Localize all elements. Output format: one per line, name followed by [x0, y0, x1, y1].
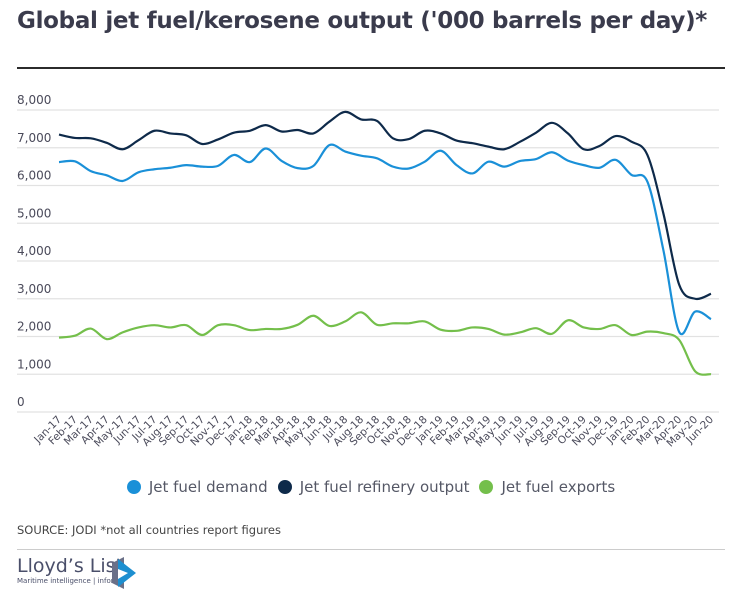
footer-divider — [17, 549, 725, 550]
x-axis-labels: Jan-17Feb-17Mar-17Apr-17May-17Jun-17Jul-… — [31, 414, 716, 450]
legend: Jet fuel demand Jet fuel refinery output… — [0, 478, 742, 496]
series-line-jet-fuel-exports — [58, 311, 712, 376]
legend-label: Jet fuel refinery output — [299, 478, 470, 496]
legend-dot-icon — [277, 480, 292, 494]
series-line-jet-fuel-demand — [58, 143, 712, 336]
legend-label: Jet fuel demand — [148, 478, 268, 496]
legend-dot-icon — [479, 480, 494, 494]
legend-item-demand: Jet fuel demand — [126, 478, 268, 496]
legend-item-refinery: Jet fuel refinery output — [277, 478, 470, 496]
y-tick-label: 4,000 — [17, 244, 51, 258]
y-tick-label: 5,000 — [17, 206, 51, 220]
gridlines — [17, 109, 719, 413]
series-line-jet-fuel-refinery-output — [58, 110, 712, 301]
logo-tagline: Maritime intelligence | informa — [17, 577, 125, 585]
y-axis-labels: 0 1,000 2,000 3,000 4,000 5,000 6,000 7,000 8,00… — [17, 93, 51, 409]
legend-dot-icon — [126, 480, 141, 494]
y-tick-label: 6,000 — [17, 169, 51, 183]
legend-item-exports: Jet fuel exports — [479, 478, 615, 496]
y-tick-label: 0 — [17, 395, 25, 409]
logo-mark-icon — [112, 557, 136, 589]
chart-title: Global jet fuel/kerosene output ('000 ba… — [17, 8, 708, 34]
y-tick-label: 1,000 — [17, 357, 51, 371]
y-tick-label: 8,000 — [17, 93, 51, 107]
lloyds-list-logo: Lloyd’s List Maritime intelligence | inf… — [17, 555, 136, 589]
title-divider — [17, 67, 725, 69]
y-tick-label: 2,000 — [17, 320, 51, 334]
logo-name: Lloyd’s List — [17, 555, 123, 577]
y-tick-label: 7,000 — [17, 131, 51, 145]
source-note: SOURCE: JODI *not all countries report f… — [17, 523, 281, 537]
series-lines — [58, 110, 712, 376]
y-tick-label: 3,000 — [17, 282, 51, 296]
line-chart: 0 1,000 2,000 3,000 4,000 5,000 6,000 7,000 8,00… — [17, 93, 719, 450]
legend-label: Jet fuel exports — [501, 478, 616, 496]
